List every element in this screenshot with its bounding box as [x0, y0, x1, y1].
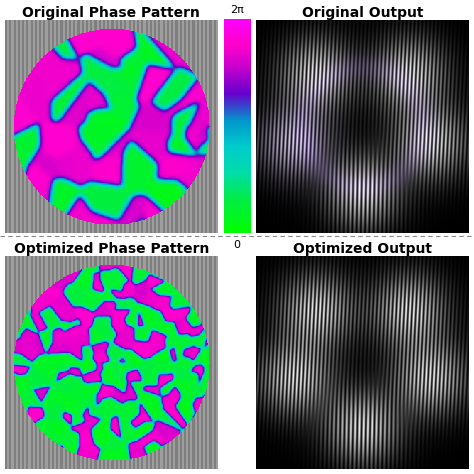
Title: Original Phase Pattern: Original Phase Pattern [22, 6, 200, 20]
Title: Optimized Phase Pattern: Optimized Phase Pattern [14, 242, 209, 255]
Text: 0: 0 [234, 240, 240, 250]
Title: Optimized Output: Optimized Output [293, 242, 432, 255]
Text: 2π: 2π [230, 5, 244, 15]
Title: Original Output: Original Output [302, 6, 424, 20]
